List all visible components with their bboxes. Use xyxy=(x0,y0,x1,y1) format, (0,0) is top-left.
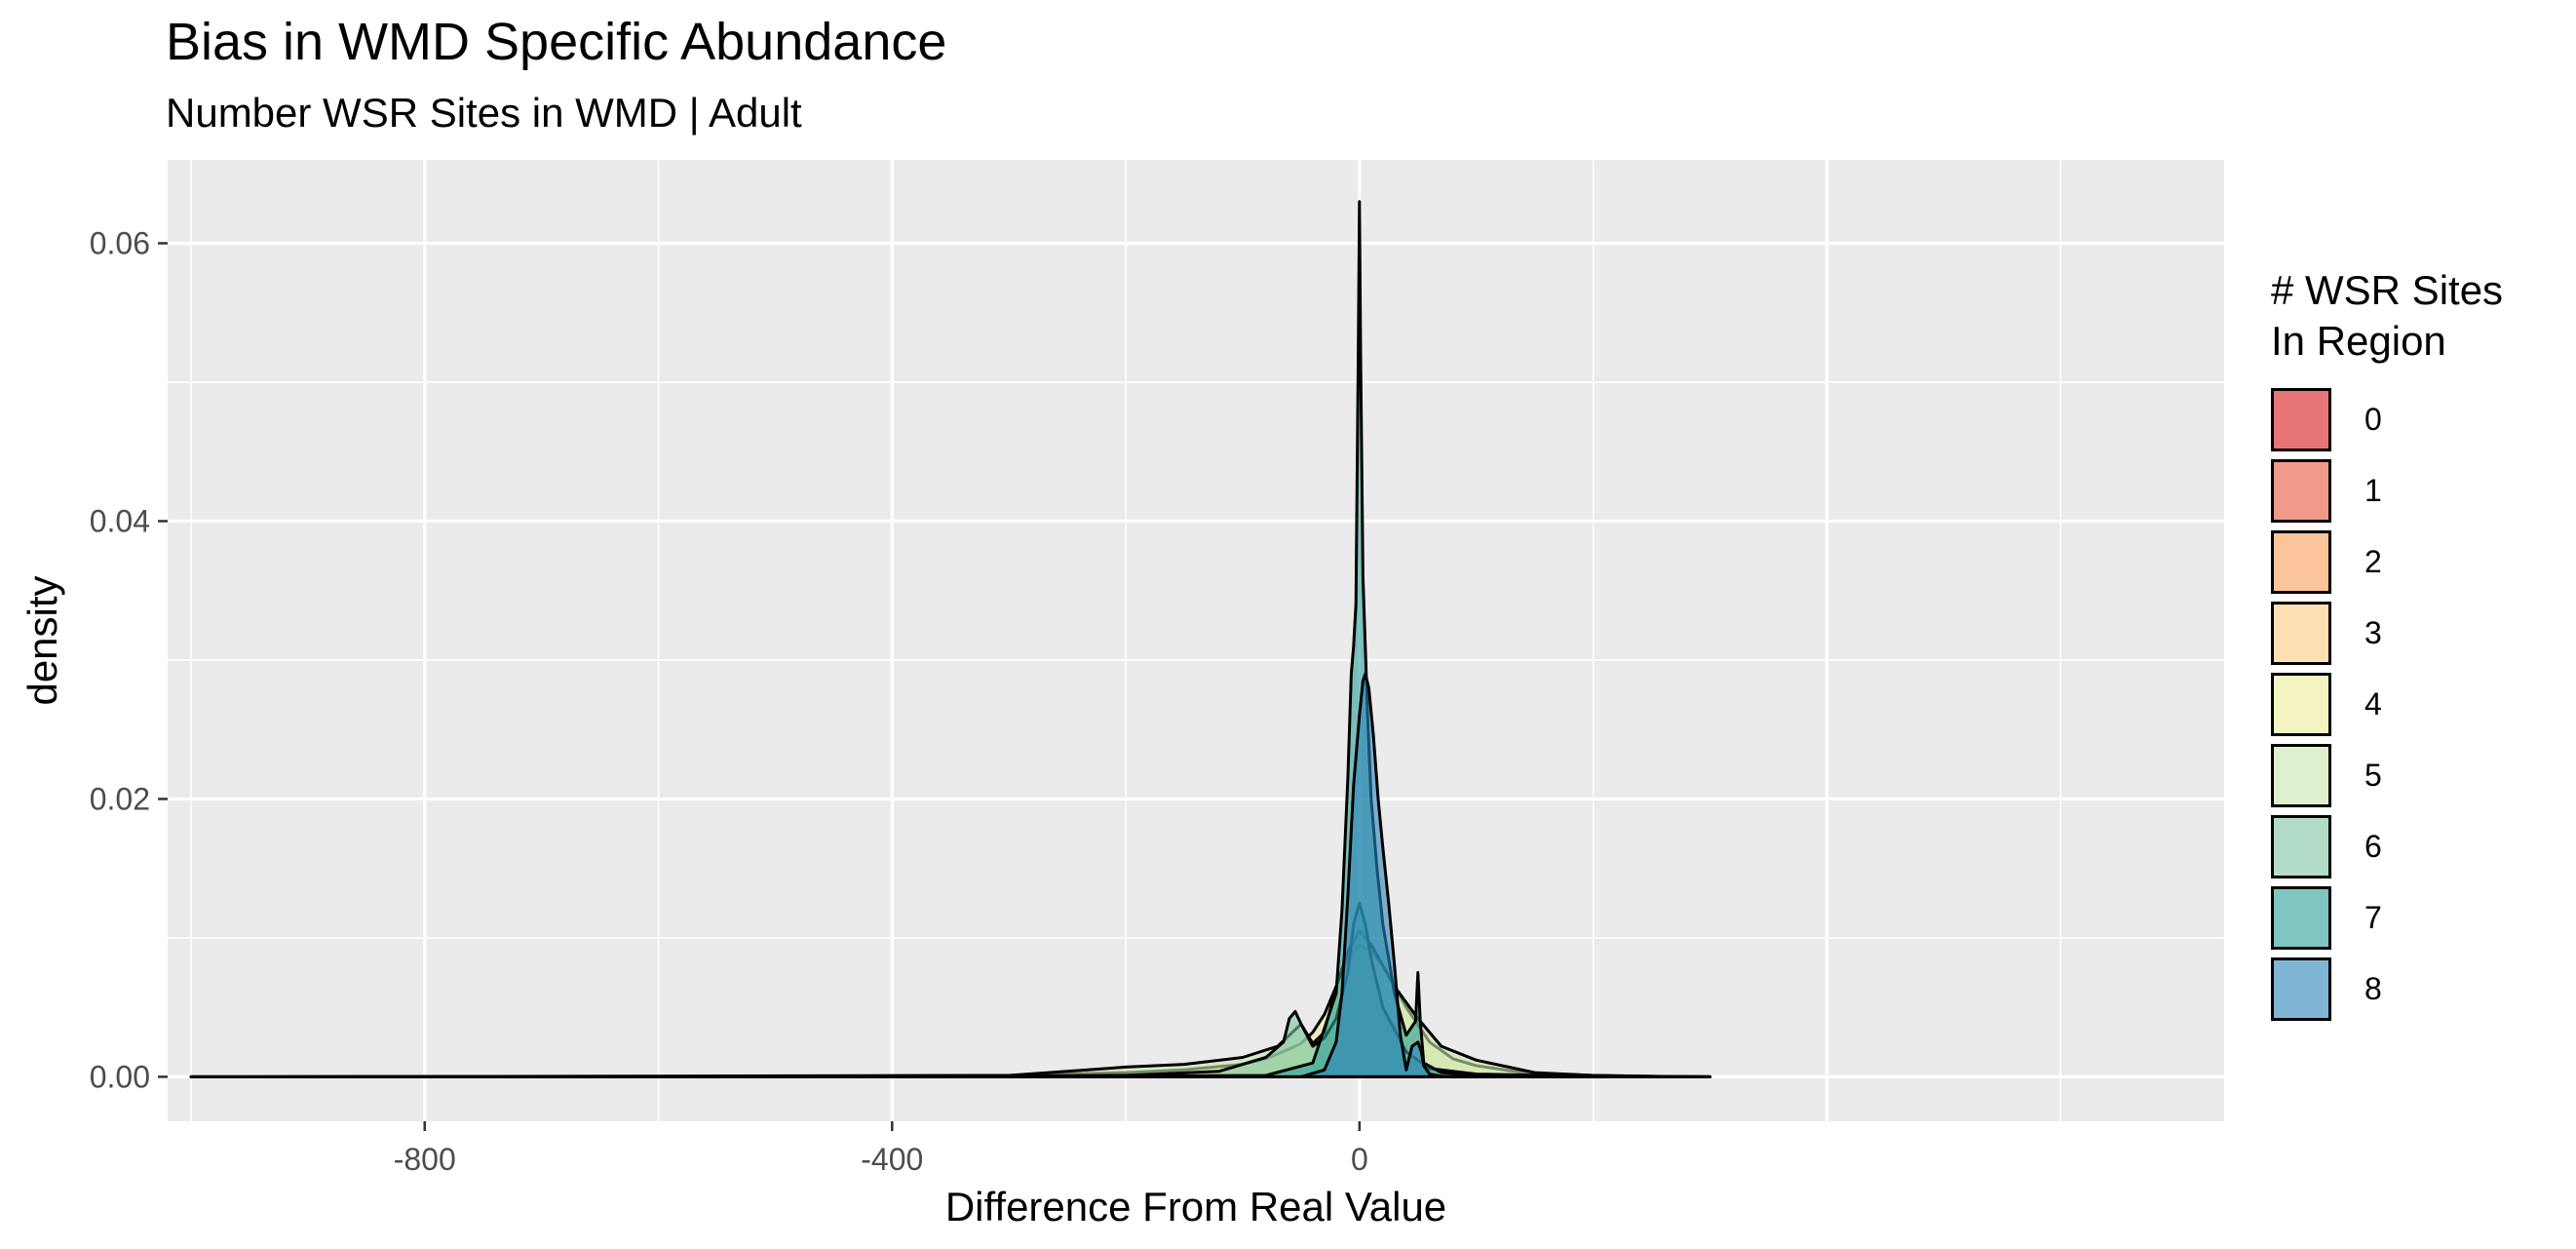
legend-key-border xyxy=(2271,957,2331,1021)
x-tick-label: 0 xyxy=(1351,1142,1368,1177)
legend-key-swatch xyxy=(2271,530,2331,594)
legend-item-1: 1 xyxy=(2271,455,2503,527)
legend-label: 1 xyxy=(2365,473,2382,508)
legend-key xyxy=(2271,957,2331,1021)
plot-panel xyxy=(168,160,2224,1121)
legend-key xyxy=(2271,459,2331,523)
legend-label: 5 xyxy=(2365,758,2382,793)
legend-key-border xyxy=(2271,530,2331,594)
legend-label: 3 xyxy=(2365,615,2382,650)
legend-label: 4 xyxy=(2365,686,2382,722)
legend-key xyxy=(2271,673,2331,736)
legend-key-swatch xyxy=(2271,886,2331,950)
legend-item-8: 8 xyxy=(2271,954,2503,1025)
legend-key-swatch xyxy=(2271,602,2331,665)
legend-key xyxy=(2271,388,2331,451)
legend-key-swatch xyxy=(2271,388,2331,451)
legend-key xyxy=(2271,602,2331,665)
legend-key-border xyxy=(2271,673,2331,736)
x-tick-label: -400 xyxy=(861,1142,923,1177)
density-area-8 xyxy=(1299,672,1479,1078)
y-axis-title: density xyxy=(19,575,65,705)
y-tick-label: 0.06 xyxy=(90,225,150,260)
legend-key-border xyxy=(2271,744,2331,807)
legend-key-swatch xyxy=(2271,673,2331,736)
legend-item-3: 3 xyxy=(2271,598,2503,669)
legend-label: 2 xyxy=(2365,544,2382,579)
legend-key-border xyxy=(2271,388,2331,451)
x-axis-title: Difference From Real Value xyxy=(945,1184,1446,1229)
legend-key-swatch xyxy=(2271,957,2331,1021)
legend-items: 0 1 2 3 4 5 6 7 8 xyxy=(2271,384,2503,1025)
legend-key-swatch xyxy=(2271,459,2331,523)
x-tick-label: -800 xyxy=(394,1142,456,1177)
legend: # WSR Sites In Region 0 1 2 3 4 5 6 7 8 xyxy=(2271,265,2503,1025)
chart-subtitle: Number WSR Sites in WMD | Adult xyxy=(166,90,802,136)
legend-title: # WSR Sites In Region xyxy=(2271,267,2504,364)
series-layer xyxy=(189,200,1711,1078)
legend-key-border xyxy=(2271,602,2331,665)
legend-label: 8 xyxy=(2365,971,2382,1006)
legend-item-4: 4 xyxy=(2271,669,2503,740)
legend-item-0: 0 xyxy=(2271,384,2503,455)
legend-item-7: 7 xyxy=(2271,882,2503,954)
chart-title: Bias in WMD Specific Abundance xyxy=(166,13,947,71)
y-tick-label: 0.02 xyxy=(90,781,150,816)
legend-label: 7 xyxy=(2365,900,2382,935)
y-tick-label: 0.04 xyxy=(90,503,150,538)
legend-key xyxy=(2271,744,2331,807)
legend-key xyxy=(2271,886,2331,950)
tick-layer: -800 -400 0 0.00 0.02 0.04 0.06 xyxy=(90,225,1368,1177)
legend-key-border xyxy=(2271,815,2331,878)
legend-key xyxy=(2271,815,2331,878)
legend-item-6: 6 xyxy=(2271,811,2503,882)
legend-key-swatch xyxy=(2271,815,2331,878)
legend-key-border xyxy=(2271,459,2331,523)
legend-key-border xyxy=(2271,886,2331,950)
legend-key-swatch xyxy=(2271,744,2331,807)
legend-key xyxy=(2271,530,2331,594)
legend-item-2: 2 xyxy=(2271,527,2503,598)
legend-item-5: 5 xyxy=(2271,740,2503,811)
legend-label: 0 xyxy=(2365,402,2382,437)
y-tick-label: 0.00 xyxy=(90,1059,150,1094)
legend-label: 6 xyxy=(2365,829,2382,864)
